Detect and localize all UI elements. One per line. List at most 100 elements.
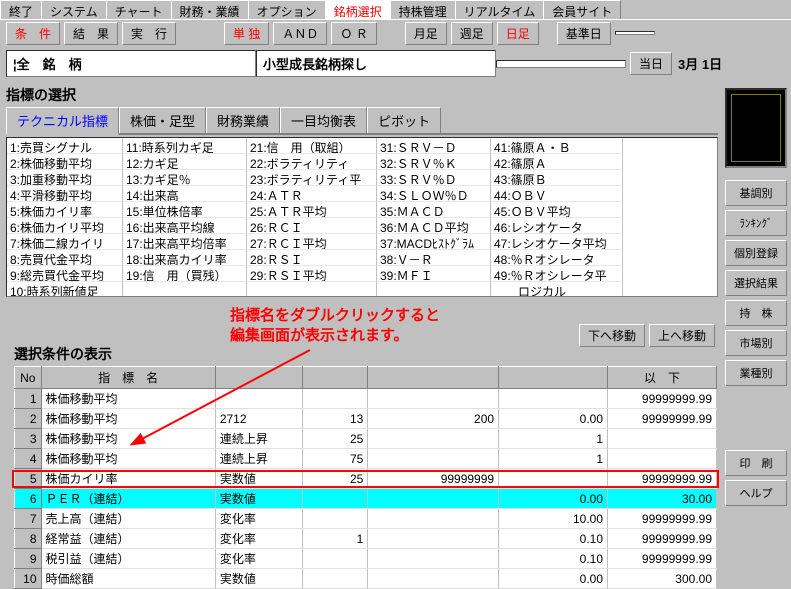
indicator-cell[interactable]: 2:株価移動平均 <box>7 154 123 170</box>
indicator-cell[interactable]: 14:出来高 <box>123 186 247 202</box>
row-c2[interactable] <box>302 549 367 569</box>
indicator-cell[interactable] <box>123 282 247 297</box>
indicator-cell[interactable]: 34:ＳＬＯＷ％Ｄ <box>377 186 491 202</box>
indicator-cell[interactable]: 45:ＯＢＶ平均 <box>491 202 623 218</box>
exec-button[interactable]: 実 行 <box>122 22 176 45</box>
row-name[interactable]: ＰＥＲ（連結） <box>41 489 215 509</box>
tab-option[interactable]: オプション <box>248 0 326 19</box>
table-row[interactable]: 2株価移動平均2712132000.0099999999.99 <box>15 409 717 429</box>
side-help[interactable]: ヘルプ <box>725 480 787 506</box>
indicator-cell[interactable]: 15:単位株倍率 <box>123 202 247 218</box>
tab-system[interactable]: システム <box>41 0 107 19</box>
indicator-cell[interactable]: 17:出来高平均倍率 <box>123 234 247 250</box>
indicator-cell[interactable]: 9:総売買代金平均 <box>7 266 123 282</box>
side-kityou[interactable]: 基調別 <box>725 180 787 206</box>
row-c3[interactable]: 99999999 <box>368 469 499 489</box>
row-lo[interactable] <box>499 389 608 409</box>
indicator-cell[interactable]: 23:ボラティリティ平 <box>247 170 377 186</box>
tab-stock-select[interactable]: 銘柄選択 <box>325 0 391 19</box>
indicator-cell[interactable]: 21:信 用（取組） <box>247 138 377 154</box>
indicator-cell[interactable]: 33:ＳＲＶ％Ｄ <box>377 170 491 186</box>
indicator-cell[interactable]: 35:ＭＡＣＤ <box>377 202 491 218</box>
indicator-cell[interactable] <box>377 282 491 297</box>
today-button[interactable]: 当日 <box>630 52 672 75</box>
indicator-cell[interactable]: 8:売買代金平均 <box>7 250 123 266</box>
or-button[interactable]: Ｏ Ｒ <box>331 22 376 45</box>
and-button[interactable]: ＡＮＤ <box>273 22 327 45</box>
basedate-button[interactable]: 基準日 <box>557 22 611 45</box>
row-c3[interactable] <box>368 509 499 529</box>
row-c1[interactable]: 実数値 <box>215 469 302 489</box>
tab-holding[interactable]: 持株管理 <box>390 0 456 19</box>
row-c2[interactable] <box>302 489 367 509</box>
indicator-cell[interactable]: 13:カギ足％ <box>123 170 247 186</box>
indicator-cell[interactable]: 12:カギ足 <box>123 154 247 170</box>
indicator-cell[interactable]: 39:ＭＦＩ <box>377 266 491 282</box>
indicator-cell[interactable]: 36:ＭＡＣＤ平均 <box>377 218 491 234</box>
result-button[interactable]: 結 果 <box>64 22 118 45</box>
subtab-ichimoku[interactable]: 一目均衡表 <box>280 107 367 133</box>
subtab-pivot[interactable]: ピボット <box>367 107 441 133</box>
row-lo[interactable]: 0.00 <box>499 569 608 589</box>
row-c3[interactable] <box>368 429 499 449</box>
indicator-cell[interactable]: 44:ＯＢＶ <box>491 186 623 202</box>
indicator-cell[interactable]: 28:ＲＳＩ <box>247 250 377 266</box>
side-market[interactable]: 市場別 <box>725 330 787 356</box>
daily-button[interactable]: 日足 <box>497 22 539 45</box>
side-holding[interactable]: 持 株 <box>725 300 787 326</box>
table-row[interactable]: 5株価カイリ率実数値259999999999999999.99 <box>15 469 717 489</box>
row-hi[interactable] <box>608 429 717 449</box>
indicator-cell[interactable]: 4:平滑移動平均 <box>7 186 123 202</box>
table-row[interactable]: 1株価移動平均99999999.99 <box>15 389 717 409</box>
row-hi[interactable]: 99999999.99 <box>608 389 717 409</box>
row-name[interactable]: 株価移動平均 <box>41 449 215 469</box>
table-row[interactable]: 7売上高（連結）変化率10.0099999999.99 <box>15 509 717 529</box>
indicator-cell[interactable]: 19:信 用（買残） <box>123 266 247 282</box>
row-c3[interactable] <box>368 569 499 589</box>
tab-chart[interactable]: チャート <box>106 0 172 19</box>
indicator-cell[interactable]: 6:株価カイリ平均 <box>7 218 123 234</box>
row-c2[interactable] <box>302 509 367 529</box>
indicator-cell[interactable]: 38:Ｖ－Ｒ <box>377 250 491 266</box>
table-row[interactable]: 6ＰＥＲ（連結）実数値0.0030.00 <box>15 489 717 509</box>
row-name[interactable]: 株価カイリ率 <box>41 469 215 489</box>
row-c2[interactable]: 25 <box>302 469 367 489</box>
tab-member[interactable]: 会員サイト <box>543 0 621 19</box>
indicator-cell[interactable] <box>247 282 377 297</box>
indicator-cell[interactable]: 27:ＲＣＩ平均 <box>247 234 377 250</box>
subtab-technical[interactable]: テクニカル指標 <box>6 107 119 135</box>
indicator-cell[interactable]: 1:売買シグナル <box>7 138 123 154</box>
indicator-cell[interactable]: 26:ＲＣＩ <box>247 218 377 234</box>
row-name[interactable]: 税引益（連結） <box>41 549 215 569</box>
row-lo[interactable]: 0.10 <box>499 549 608 569</box>
indicator-cell[interactable]: 11:時系列カギ足 <box>123 138 247 154</box>
indicator-cell[interactable]: 5:株価カイリ率 <box>7 202 123 218</box>
indicator-cell[interactable]: 16:出来高平均線 <box>123 218 247 234</box>
basedate-field[interactable] <box>615 31 655 35</box>
subtab-finance[interactable]: 財務業績 <box>206 107 280 133</box>
row-c1[interactable]: 連続上昇 <box>215 449 302 469</box>
all-stocks-field[interactable]: ¦全 銘 柄 <box>6 50 256 77</box>
side-register[interactable]: 個別登録 <box>725 240 787 266</box>
indicator-cell[interactable]: 48:％Ｒオシレータ <box>491 250 623 266</box>
tab-finance[interactable]: 財務・業績 <box>171 0 249 19</box>
indicator-cell[interactable]: 41:篠原Ａ・Ｂ <box>491 138 623 154</box>
row-c2[interactable]: 75 <box>302 449 367 469</box>
single-button[interactable]: 単 独 <box>224 22 269 45</box>
row-c3[interactable] <box>368 389 499 409</box>
tab-exit[interactable]: 終了 <box>0 0 42 19</box>
row-c1[interactable]: 実数値 <box>215 489 302 509</box>
side-industry[interactable]: 業種別 <box>725 360 787 386</box>
indicator-cell[interactable]: 43:篠原Ｂ <box>491 170 623 186</box>
table-row[interactable]: 4株価移動平均連続上昇751 <box>15 449 717 469</box>
indicator-cell[interactable]: 10:時系列新値足 <box>7 282 123 297</box>
indicator-cell[interactable]: 42:篠原Ａ <box>491 154 623 170</box>
row-hi[interactable]: 99999999.99 <box>608 469 717 489</box>
plan-name-field[interactable]: 小型成長銘柄探し <box>256 50 496 77</box>
indicator-cell[interactable]: 49:％Ｒオシレータ平 <box>491 266 623 282</box>
row-c3[interactable] <box>368 449 499 469</box>
table-row[interactable]: 3株価移動平均連続上昇251 <box>15 429 717 449</box>
row-hi[interactable]: 99999999.99 <box>608 409 717 429</box>
conditions-table[interactable]: No 指 標 名 以 下 1株価移動平均99999999.992株価移動平均27… <box>14 366 717 589</box>
row-hi[interactable]: 300.00 <box>608 569 717 589</box>
